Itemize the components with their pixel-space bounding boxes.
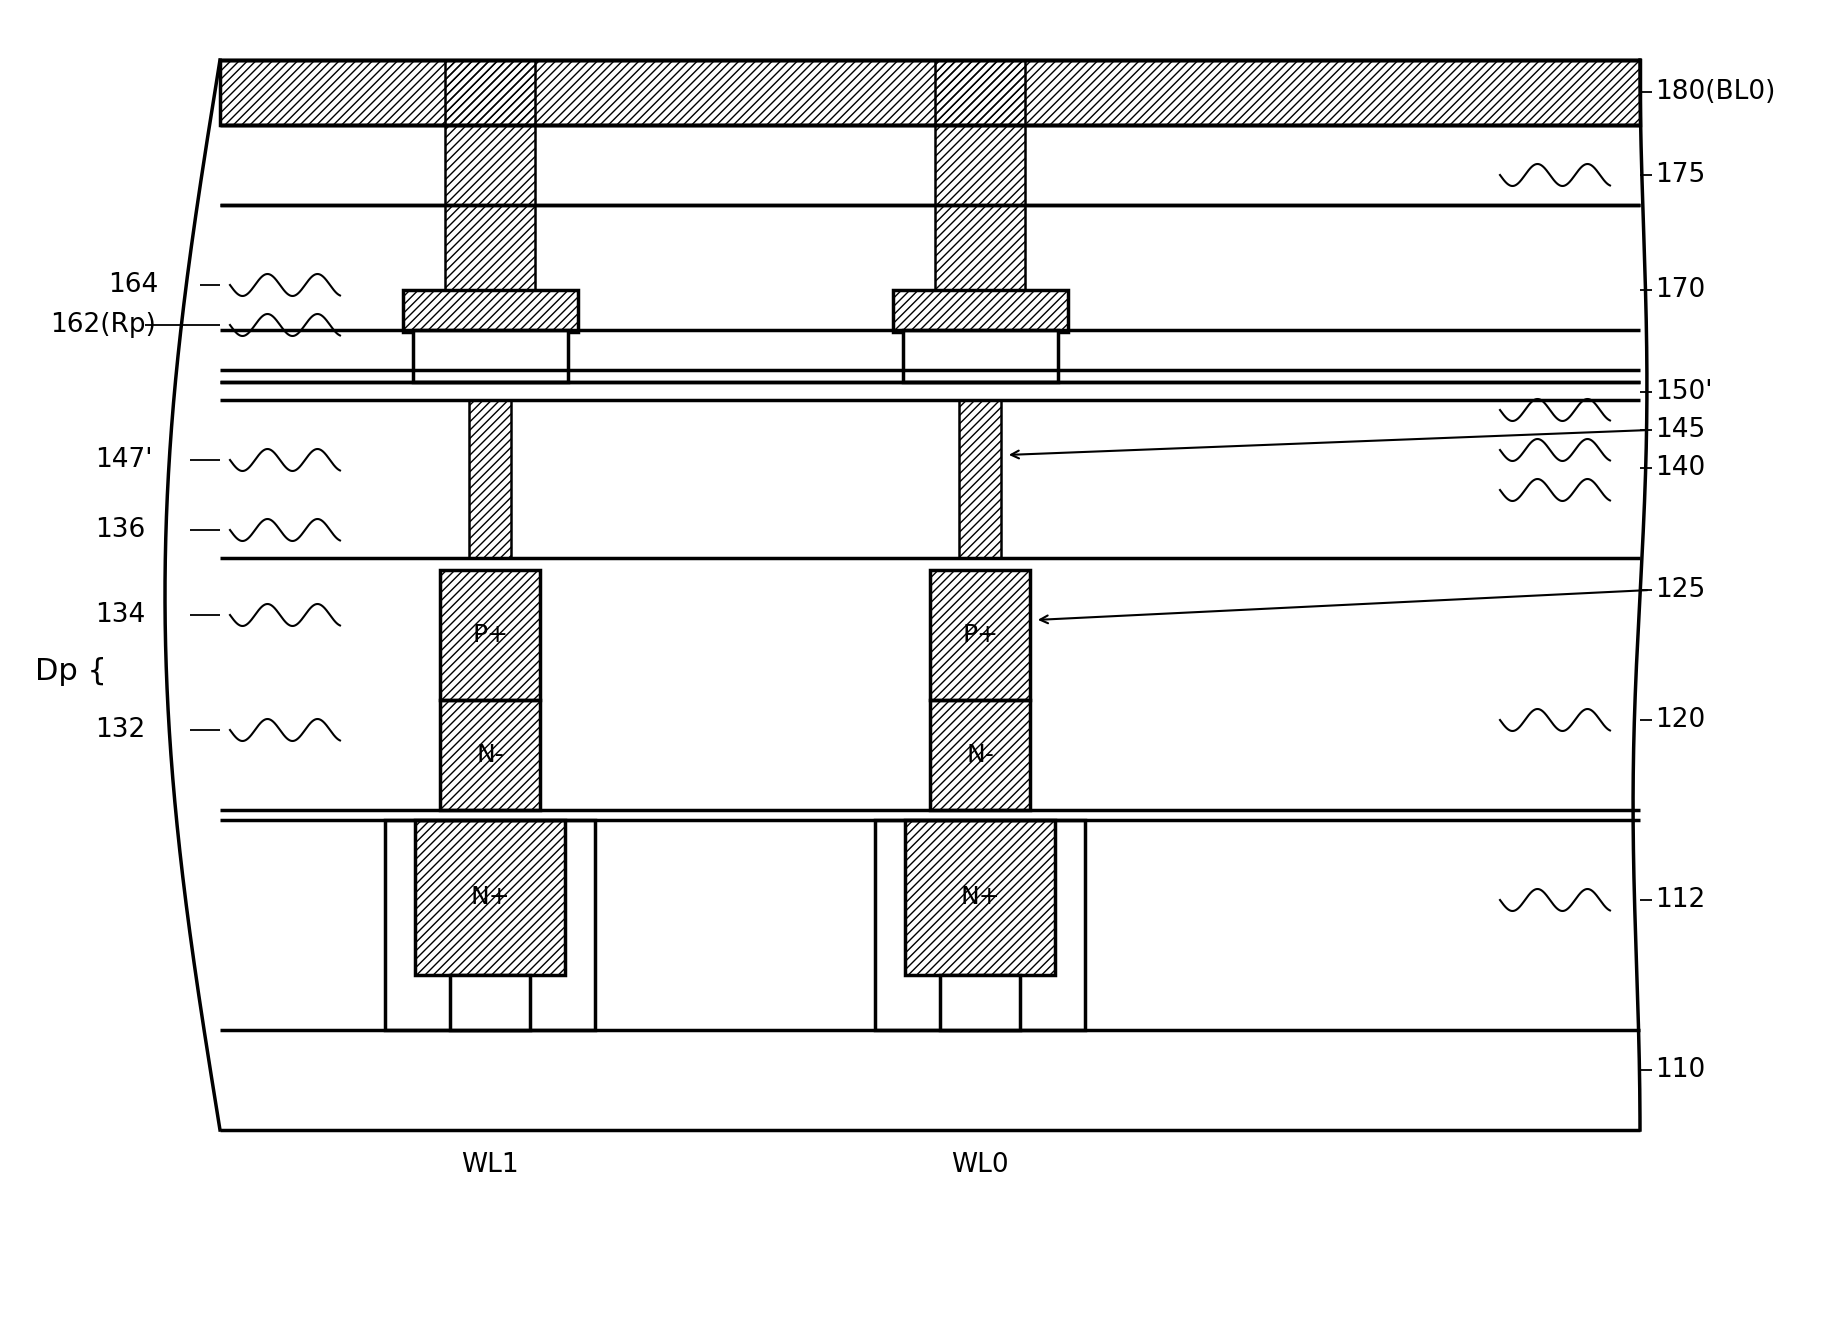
- Bar: [892, 291, 1068, 332]
- Text: 112: 112: [1656, 886, 1706, 913]
- Text: 147': 147': [96, 447, 153, 473]
- Text: 140: 140: [1656, 455, 1706, 481]
- Bar: [219, 205, 1639, 371]
- Bar: [441, 571, 540, 700]
- Text: WL1: WL1: [461, 1152, 518, 1178]
- Bar: [929, 571, 1031, 700]
- Bar: [905, 820, 1055, 974]
- Bar: [929, 571, 1031, 700]
- Bar: [219, 125, 1639, 205]
- Bar: [468, 400, 511, 559]
- Text: 162(Rp): 162(Rp): [50, 312, 157, 339]
- Bar: [441, 571, 540, 700]
- Text: N-: N-: [476, 742, 503, 766]
- Bar: [441, 700, 540, 810]
- Bar: [415, 820, 564, 974]
- Text: P+: P+: [472, 623, 507, 647]
- Bar: [564, 820, 905, 994]
- Text: 110: 110: [1656, 1057, 1706, 1082]
- Bar: [219, 60, 1639, 125]
- Bar: [219, 559, 1639, 1130]
- Bar: [219, 400, 1639, 545]
- Text: P+: P+: [963, 623, 998, 647]
- Bar: [905, 820, 1055, 974]
- Bar: [219, 820, 415, 994]
- Bar: [959, 400, 1001, 559]
- Bar: [1055, 820, 1639, 994]
- Text: N+: N+: [961, 885, 999, 909]
- Bar: [444, 60, 535, 291]
- Bar: [940, 974, 1020, 1030]
- Bar: [892, 291, 1068, 332]
- Bar: [450, 974, 529, 1030]
- Bar: [219, 383, 1639, 400]
- Bar: [219, 60, 1639, 125]
- Bar: [929, 700, 1031, 810]
- Bar: [404, 291, 577, 332]
- Bar: [219, 60, 1639, 125]
- Bar: [413, 331, 568, 383]
- Text: 132: 132: [96, 717, 146, 742]
- Bar: [959, 400, 1001, 559]
- Text: 150': 150': [1656, 379, 1713, 405]
- Text: 125: 125: [1656, 577, 1706, 603]
- Bar: [876, 820, 1084, 1030]
- Text: 120: 120: [1656, 706, 1706, 733]
- Bar: [929, 700, 1031, 810]
- Text: 180(BL0): 180(BL0): [1656, 79, 1776, 105]
- Bar: [935, 60, 1025, 291]
- Bar: [904, 331, 1058, 383]
- Bar: [441, 700, 540, 810]
- Text: 164: 164: [109, 272, 159, 299]
- Bar: [415, 820, 564, 974]
- Text: Dp {: Dp {: [35, 657, 107, 686]
- Text: 175: 175: [1656, 163, 1706, 188]
- Text: 170: 170: [1656, 277, 1706, 303]
- Text: N+: N+: [470, 885, 509, 909]
- Bar: [468, 400, 511, 559]
- Text: 136: 136: [96, 517, 146, 543]
- Text: 134: 134: [96, 603, 146, 628]
- Bar: [404, 291, 577, 332]
- Bar: [444, 60, 535, 291]
- Text: 145: 145: [1656, 417, 1706, 443]
- Bar: [935, 60, 1025, 291]
- Bar: [219, 331, 1639, 383]
- Text: N-: N-: [966, 742, 994, 766]
- Text: WL0: WL0: [952, 1152, 1009, 1178]
- Bar: [385, 820, 596, 1030]
